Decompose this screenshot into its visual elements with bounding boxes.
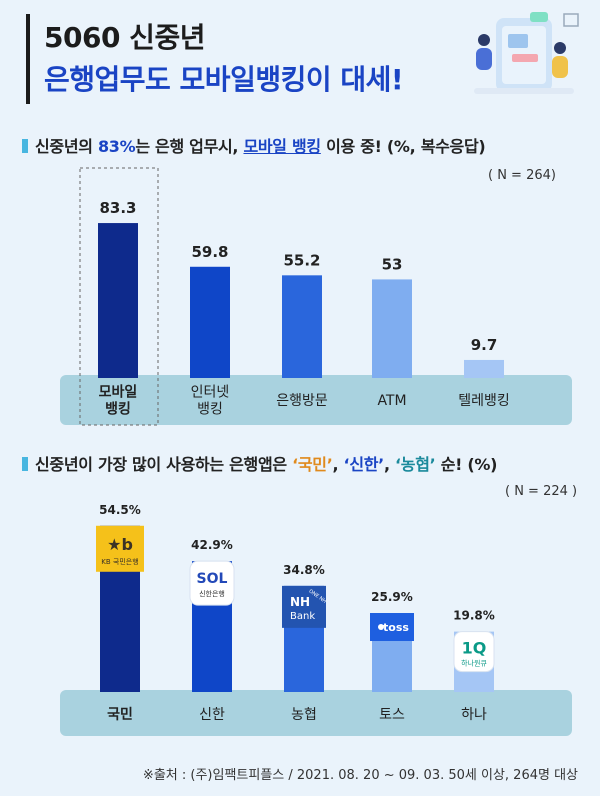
sol-bank-logo-icon: SOL 신한은행 <box>189 560 235 606</box>
svg-text:toss: toss <box>383 621 409 634</box>
chart1-value-label: 59.8 <box>191 243 228 261</box>
chart2-heading: 신중년이 가장 많이 사용하는 은행앱은 ‘국민’, ‘신한’, ‘농협’ 순!… <box>22 451 497 475</box>
chart1-value-label: 53 <box>382 255 403 273</box>
chart1-sample-size: ( N = 264) <box>488 168 556 183</box>
chart1-category-label: ATM <box>377 393 406 409</box>
section-marker-icon <box>22 139 28 153</box>
chart1-category-label: 텔레뱅킹 <box>458 393 510 409</box>
phone-illustration-icon <box>496 18 552 92</box>
chart2-label-band <box>60 690 572 736</box>
chart2-heading-bank2: ‘신한’ <box>343 455 385 474</box>
chart1-bar <box>98 223 138 378</box>
chart1-bar <box>282 275 322 378</box>
chart2-svg: 54.5% 국민 ★b KB 국민은행 42.9% 신한 SOL 신한은행 34.8% 농협 NH B… <box>60 503 572 736</box>
chart1-heading-pct: 83% <box>97 137 136 156</box>
chart1-label-band <box>60 375 572 425</box>
chart1-bar <box>464 359 504 378</box>
svg-text:1Q: 1Q <box>462 639 487 658</box>
chart2-value-label: 19.8% <box>453 609 495 623</box>
chart2-sample-size: ( N = 224 ) <box>505 484 578 499</box>
chart1-heading-mobile: 모바일 뱅킹 <box>243 137 321 156</box>
chart1-category-label: 뱅킹 <box>105 401 131 418</box>
chart1-heading: 신중년의 83%는 은행 업무시, 모바일 뱅킹 이용 중! (%, 복수응답) <box>22 133 486 157</box>
chart2-value-label: 25.9% <box>371 590 413 604</box>
source-footnote: ※출처 : (주)임팩트피플스 / 2021. 08. 20 ~ 09. 03.… <box>142 768 578 783</box>
kb-bank-logo-icon: ★b KB 국민은행 <box>96 525 144 572</box>
svg-text:NH: NH <box>290 595 310 609</box>
mobile-banking-illustration <box>474 12 579 94</box>
chart2-heading-prefix: 신중년이 가장 많이 사용하는 은행앱은 <box>35 455 293 474</box>
chart2-value-label: 42.9% <box>191 538 233 552</box>
chart1-value-label: 9.7 <box>471 336 498 354</box>
chart2-heading-bank3: ‘농협’ <box>395 455 436 474</box>
svg-text:★b: ★b <box>107 535 133 554</box>
svg-text:신한은행: 신한은행 <box>199 589 225 598</box>
chart2-category-label: 농협 <box>291 707 317 723</box>
chart2-category-label: 하나 <box>461 707 487 723</box>
chart2-heading-sep2: , <box>383 455 396 474</box>
chart1-category-label: 은행방문 <box>276 393 328 409</box>
chart1-bar <box>190 266 230 378</box>
svg-text:SOL: SOL <box>197 571 228 587</box>
svg-text:Bank: Bank <box>290 611 315 622</box>
chart1-heading-prefix: 신중년의 <box>35 137 98 156</box>
chart2-heading-bank1: ‘국민’ <box>292 455 333 474</box>
chart1-bar <box>372 279 412 378</box>
people-illustration-icon <box>476 12 579 78</box>
chart1-heading-middle: 는 은행 업무시, <box>135 137 244 156</box>
chart1-category-label: 모바일 <box>99 385 138 401</box>
chart2-category-label: 신한 <box>199 707 225 723</box>
title-accent-bar <box>26 14 30 104</box>
chart1-highlight-box <box>79 167 159 426</box>
page-title-line1: 5060 신중년 <box>44 21 205 54</box>
chart2-value-label: 34.8% <box>283 563 325 577</box>
toss-logo-icon: toss <box>370 613 414 642</box>
svg-text:KB 국민은행: KB 국민은행 <box>101 557 138 566</box>
chart2-value-label: 54.5% <box>99 503 141 517</box>
chart1-heading-suffix: 이용 중! (%, 복수응답) <box>320 137 486 156</box>
section-marker-icon <box>22 457 28 471</box>
chart1-value-label: 83.3 <box>99 199 136 217</box>
page-title-line2: 은행업무도 모바일뱅킹이 대세! <box>44 63 404 96</box>
chart1-value-label: 55.2 <box>283 251 320 269</box>
chart2-category-label: 토스 <box>379 707 405 723</box>
svg-text:하나원큐: 하나원큐 <box>461 659 487 668</box>
chart1-category-label: 뱅킹 <box>197 402 223 418</box>
chart1-category-label: 인터넷 <box>191 385 230 401</box>
chart2-heading-suffix: 순! (%) <box>435 455 498 474</box>
chart2-category-label: 국민 <box>107 706 133 723</box>
chart2-heading-sep1: , <box>332 455 344 474</box>
